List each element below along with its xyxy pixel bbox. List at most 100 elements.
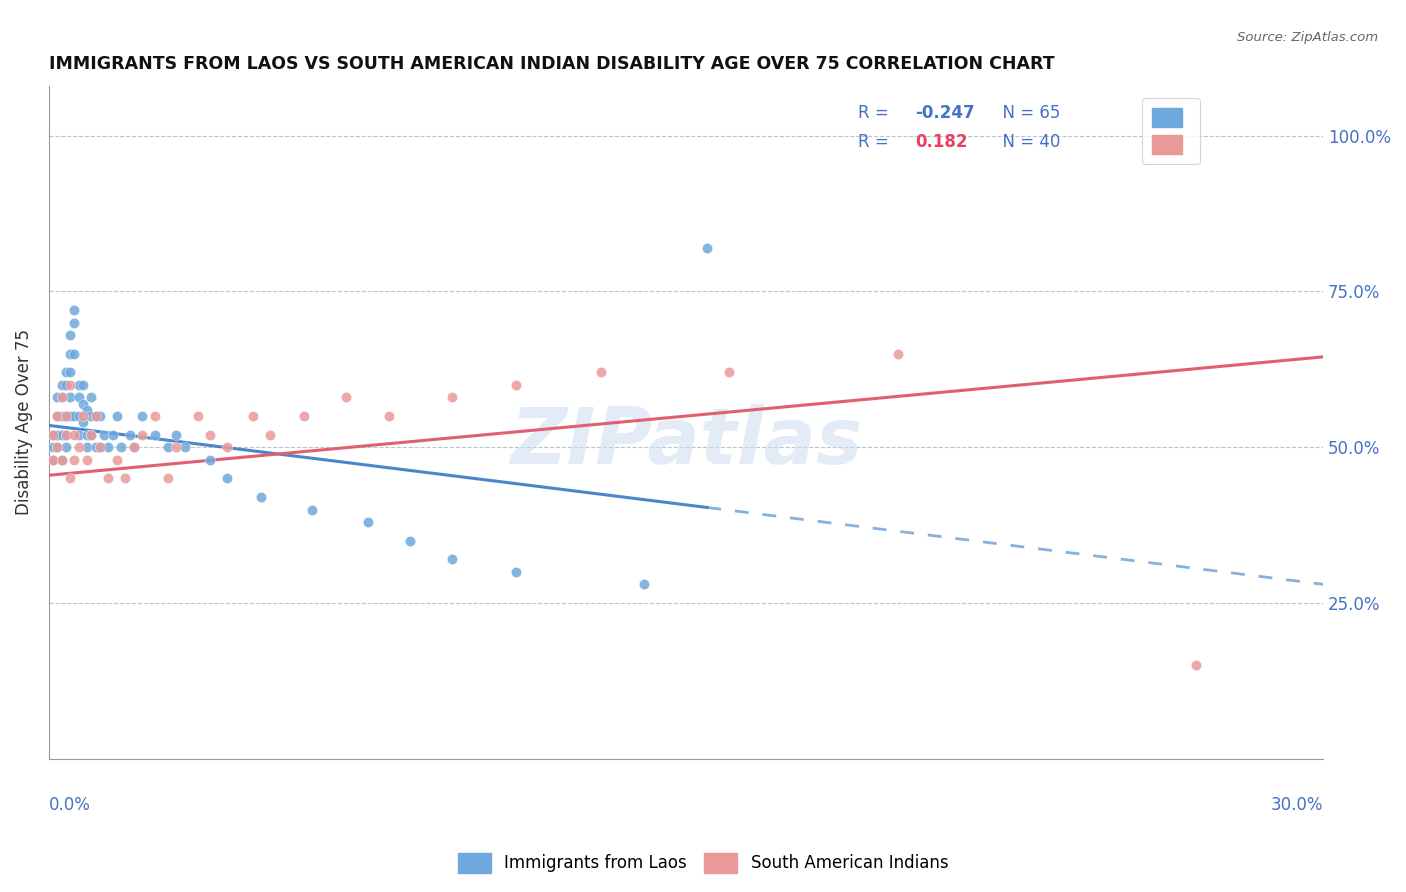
Point xyxy=(97,440,120,454)
Point xyxy=(76,440,98,454)
Point xyxy=(67,440,90,454)
Point xyxy=(122,440,145,454)
Point xyxy=(51,390,73,404)
Point xyxy=(63,347,86,361)
Point xyxy=(131,409,153,423)
Point xyxy=(59,378,82,392)
Point xyxy=(173,440,195,454)
Point xyxy=(131,427,153,442)
Point xyxy=(51,427,73,442)
Point xyxy=(187,409,209,423)
Point xyxy=(63,427,86,442)
Point xyxy=(84,409,107,423)
Point xyxy=(505,378,527,392)
Point xyxy=(89,440,111,454)
Point xyxy=(42,440,65,454)
Point xyxy=(118,427,141,442)
Point xyxy=(110,440,132,454)
Point xyxy=(200,452,222,467)
Point xyxy=(97,471,120,485)
Point xyxy=(59,390,82,404)
Point xyxy=(42,452,65,467)
Text: N = 65: N = 65 xyxy=(991,103,1060,121)
Point xyxy=(72,396,94,410)
Point xyxy=(377,409,399,423)
Point xyxy=(200,427,222,442)
Point xyxy=(55,409,77,423)
Text: R =: R = xyxy=(858,133,904,151)
Text: R =: R = xyxy=(858,103,900,121)
Y-axis label: Disability Age Over 75: Disability Age Over 75 xyxy=(15,329,32,516)
Point xyxy=(51,452,73,467)
Point xyxy=(114,471,136,485)
Point xyxy=(89,409,111,423)
Point xyxy=(46,440,69,454)
Legend: Immigrants from Laos, South American Indians: Immigrants from Laos, South American Ind… xyxy=(451,847,955,880)
Point xyxy=(80,390,103,404)
Point xyxy=(51,390,73,404)
Point xyxy=(89,440,111,454)
Point xyxy=(242,409,264,423)
Point xyxy=(63,316,86,330)
Point xyxy=(76,402,98,417)
Point xyxy=(76,452,98,467)
Point xyxy=(55,427,77,442)
Point xyxy=(591,366,613,380)
Point xyxy=(80,409,103,423)
Point xyxy=(80,427,103,442)
Point xyxy=(165,440,187,454)
Point xyxy=(46,409,69,423)
Point xyxy=(84,440,107,454)
Point xyxy=(122,440,145,454)
Point xyxy=(93,427,115,442)
Text: IMMIGRANTS FROM LAOS VS SOUTH AMERICAN INDIAN DISABILITY AGE OVER 75 CORRELATION: IMMIGRANTS FROM LAOS VS SOUTH AMERICAN I… xyxy=(49,55,1054,73)
Point xyxy=(51,452,73,467)
Point xyxy=(63,409,86,423)
Point xyxy=(55,440,77,454)
Point xyxy=(696,241,718,255)
Point xyxy=(72,409,94,423)
Point xyxy=(1184,658,1206,673)
Point xyxy=(441,552,464,566)
Point xyxy=(55,409,77,423)
Point xyxy=(76,427,98,442)
Point xyxy=(80,427,103,442)
Point xyxy=(55,427,77,442)
Point xyxy=(165,427,187,442)
Point xyxy=(67,378,90,392)
Point xyxy=(59,366,82,380)
Point xyxy=(46,440,69,454)
Text: 30.0%: 30.0% xyxy=(1271,796,1323,814)
Point xyxy=(301,502,323,516)
Point xyxy=(335,390,357,404)
Point xyxy=(46,409,69,423)
Point xyxy=(105,452,128,467)
Point xyxy=(51,409,73,423)
Point xyxy=(59,347,82,361)
Point xyxy=(72,415,94,429)
Point xyxy=(67,390,90,404)
Point xyxy=(42,427,65,442)
Point xyxy=(259,427,281,442)
Point xyxy=(67,427,90,442)
Point xyxy=(441,390,464,404)
Legend: , : , xyxy=(1142,97,1201,164)
Point xyxy=(143,409,166,423)
Point xyxy=(105,409,128,423)
Point xyxy=(59,328,82,343)
Point xyxy=(101,427,124,442)
Point xyxy=(59,471,82,485)
Point xyxy=(717,366,740,380)
Point xyxy=(72,378,94,392)
Text: N = 40: N = 40 xyxy=(991,133,1060,151)
Text: Source: ZipAtlas.com: Source: ZipAtlas.com xyxy=(1237,31,1378,45)
Point xyxy=(356,515,378,529)
Point xyxy=(42,427,65,442)
Point xyxy=(217,471,239,485)
Point xyxy=(46,427,69,442)
Point xyxy=(42,452,65,467)
Text: 0.0%: 0.0% xyxy=(49,796,91,814)
Point xyxy=(55,378,77,392)
Text: 0.182: 0.182 xyxy=(915,133,967,151)
Point xyxy=(250,490,273,504)
